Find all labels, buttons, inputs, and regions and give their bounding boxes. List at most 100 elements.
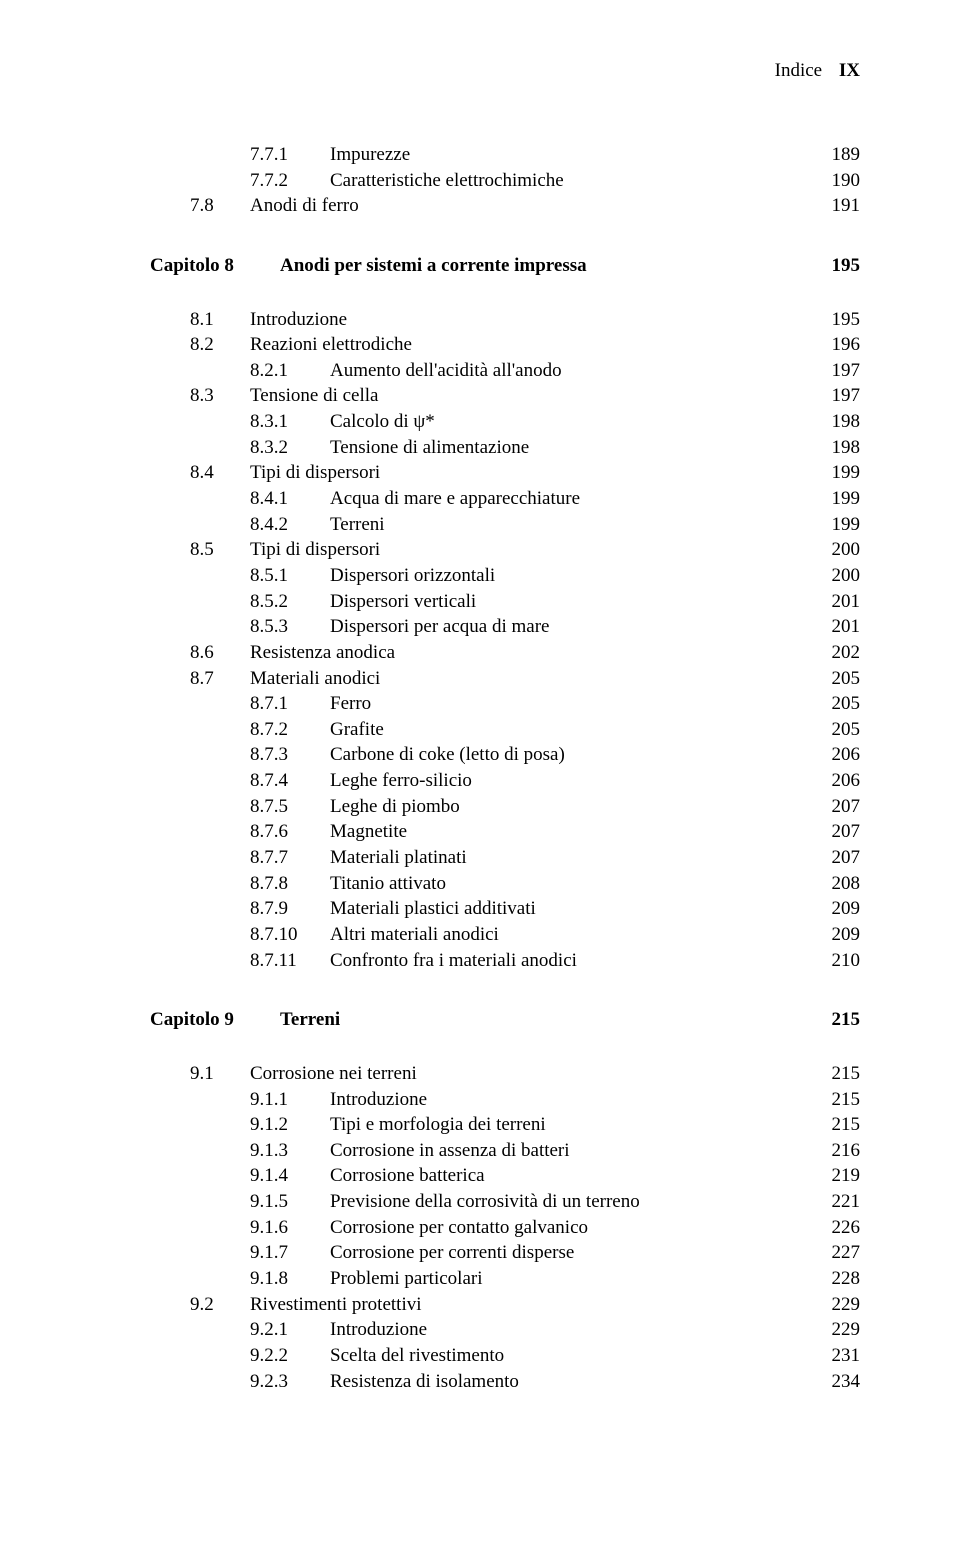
toc-entry: 9.1.2Tipi e morfologia dei terreni215 [150,1112,860,1138]
toc-entry: 8.7.5Leghe di piombo207 [150,794,860,820]
toc-entry-label: Scelta del rivestimento [330,1343,820,1369]
toc-entry-page: 206 [820,742,860,768]
toc-entry: 9.2.1Introduzione229 [150,1317,860,1343]
toc-entry-label: Reazioni elettrodiche [250,332,820,358]
toc-entry: 8.5.3Dispersori per acqua di mare201 [150,614,860,640]
toc-entry-label: Introduzione [330,1087,820,1113]
toc-entry-number: 9.2.3 [250,1369,330,1395]
toc-entry-number: 8.7.6 [250,819,330,845]
toc-entry-label: Tipi di dispersori [250,537,820,563]
toc-entry: 9.1.6Corrosione per contatto galvanico22… [150,1215,860,1241]
toc-entry-number: 8.7.4 [250,768,330,794]
page-header: Indice IX [150,60,860,82]
toc-entry-label: Corrosione batterica [330,1163,820,1189]
toc-entry: 7.7.1Impurezze189 [150,142,860,168]
toc-entry: 9.2Rivestimenti protettivi229 [150,1292,860,1318]
toc-entry-number: 9.1.7 [250,1240,330,1266]
toc-entry-label: Magnetite [330,819,820,845]
toc-entry-number: 8.7.1 [250,691,330,717]
toc-entry-label: Altri materiali anodici [330,922,820,948]
toc-entry-page: 227 [820,1240,860,1266]
chapter-heading: Capitolo 8Anodi per sistemi a corrente i… [150,253,860,279]
toc-entry-number: 8.3 [190,383,250,409]
toc-entry-label: Corrosione per correnti disperse [330,1240,820,1266]
toc-entry-label: Caratteristiche elettrochimiche [330,168,820,194]
toc-entry: 9.1Corrosione nei terreni215 [150,1061,860,1087]
toc-entry: 9.1.7Corrosione per correnti disperse227 [150,1240,860,1266]
toc-entry-page: 201 [820,589,860,615]
toc-entry: 8.6Resistenza anodica202 [150,640,860,666]
toc-entry: 8.7.9Materiali plastici additivati209 [150,896,860,922]
toc-entry-number: 7.7.2 [250,168,330,194]
toc-entry-number: 8.7.9 [250,896,330,922]
toc-entry: 9.1.4Corrosione batterica219 [150,1163,860,1189]
toc-entry-number: 8.7.5 [250,794,330,820]
toc-entry-page: 208 [820,871,860,897]
toc-entry-label: Terreni [330,512,820,538]
toc-entry: 8.7.6Magnetite207 [150,819,860,845]
toc-entry: 8.2Reazioni elettrodiche196 [150,332,860,358]
toc-entry-page: 200 [820,563,860,589]
toc-entry-number: 8.4.2 [250,512,330,538]
toc-entry: 7.8Anodi di ferro191 [150,193,860,219]
table-of-contents: 7.7.1Impurezze1897.7.2Caratteristiche el… [150,142,860,1394]
toc-entry-number: 8.7.8 [250,871,330,897]
toc-entry-page: 199 [820,486,860,512]
toc-entry-label: Leghe di piombo [330,794,820,820]
toc-entry-page: 215 [820,1087,860,1113]
toc-entry-page: 201 [820,614,860,640]
toc-entry-number: 8.7.3 [250,742,330,768]
toc-entry-page: 202 [820,640,860,666]
toc-entry-label: Materiali platinati [330,845,820,871]
toc-entry-page: 231 [820,1343,860,1369]
toc-entry-page: 207 [820,819,860,845]
toc-entry-number: 9.2.2 [250,1343,330,1369]
toc-entry-number: 8.3.1 [250,409,330,435]
toc-entry-number: 8.5.2 [250,589,330,615]
toc-entry-page: 221 [820,1189,860,1215]
toc-entry: 9.1.3Corrosione in assenza di batteri216 [150,1138,860,1164]
toc-entry-label: Tensione di alimentazione [330,435,820,461]
toc-entry-number: 9.1.2 [250,1112,330,1138]
toc-entry-number: 8.7.10 [250,922,330,948]
toc-entry-label: Tipi di dispersori [250,460,820,486]
toc-entry: 8.1Introduzione195 [150,307,860,333]
toc-entry-page: 234 [820,1369,860,1395]
toc-entry-page: 199 [820,512,860,538]
toc-entry-number: 8.5 [190,537,250,563]
toc-entry-label: Resistenza di isolamento [330,1369,820,1395]
chapter-number: Capitolo 8 [150,253,280,279]
toc-entry-page: 229 [820,1317,860,1343]
chapter-number: Capitolo 9 [150,1007,280,1033]
toc-entry: 8.3Tensione di cella197 [150,383,860,409]
toc-entry-label: Previsione della corrosività di un terre… [330,1189,820,1215]
toc-entry-label: Anodi di ferro [250,193,820,219]
toc-entry-label: Materiali plastici additivati [330,896,820,922]
toc-entry-number: 8.4 [190,460,250,486]
toc-entry-label: Introduzione [250,307,820,333]
toc-entry-label: Corrosione per contatto galvanico [330,1215,820,1241]
toc-entry-page: 198 [820,435,860,461]
toc-entry-label: Tipi e morfologia dei terreni [330,1112,820,1138]
toc-entry-label: Dispersori orizzontali [330,563,820,589]
toc-entry-page: 191 [820,193,860,219]
toc-entry-label: Rivestimenti protettivi [250,1292,820,1318]
toc-entry-page: 215 [820,1061,860,1087]
toc-entry: 8.7.4Leghe ferro-silicio206 [150,768,860,794]
toc-entry-page: 207 [820,845,860,871]
toc-entry-number: 8.7.7 [250,845,330,871]
toc-entry-page: 209 [820,922,860,948]
toc-entry-label: Resistenza anodica [250,640,820,666]
toc-entry-label: Aumento dell'acidità all'anodo [330,358,820,384]
toc-entry-label: Dispersori per acqua di mare [330,614,820,640]
toc-entry-number: 8.6 [190,640,250,666]
toc-entry-page: 197 [820,383,860,409]
toc-entry-number: 9.1.5 [250,1189,330,1215]
toc-entry: 8.7.7Materiali platinati207 [150,845,860,871]
toc-entry: 8.3.1Calcolo di ψ*198 [150,409,860,435]
toc-entry-number: 8.5.1 [250,563,330,589]
toc-entry: 8.7.11Confronto fra i materiali anodici2… [150,948,860,974]
toc-entry-page: 229 [820,1292,860,1318]
toc-entry-number: 8.5.3 [250,614,330,640]
toc-entry-label: Problemi particolari [330,1266,820,1292]
